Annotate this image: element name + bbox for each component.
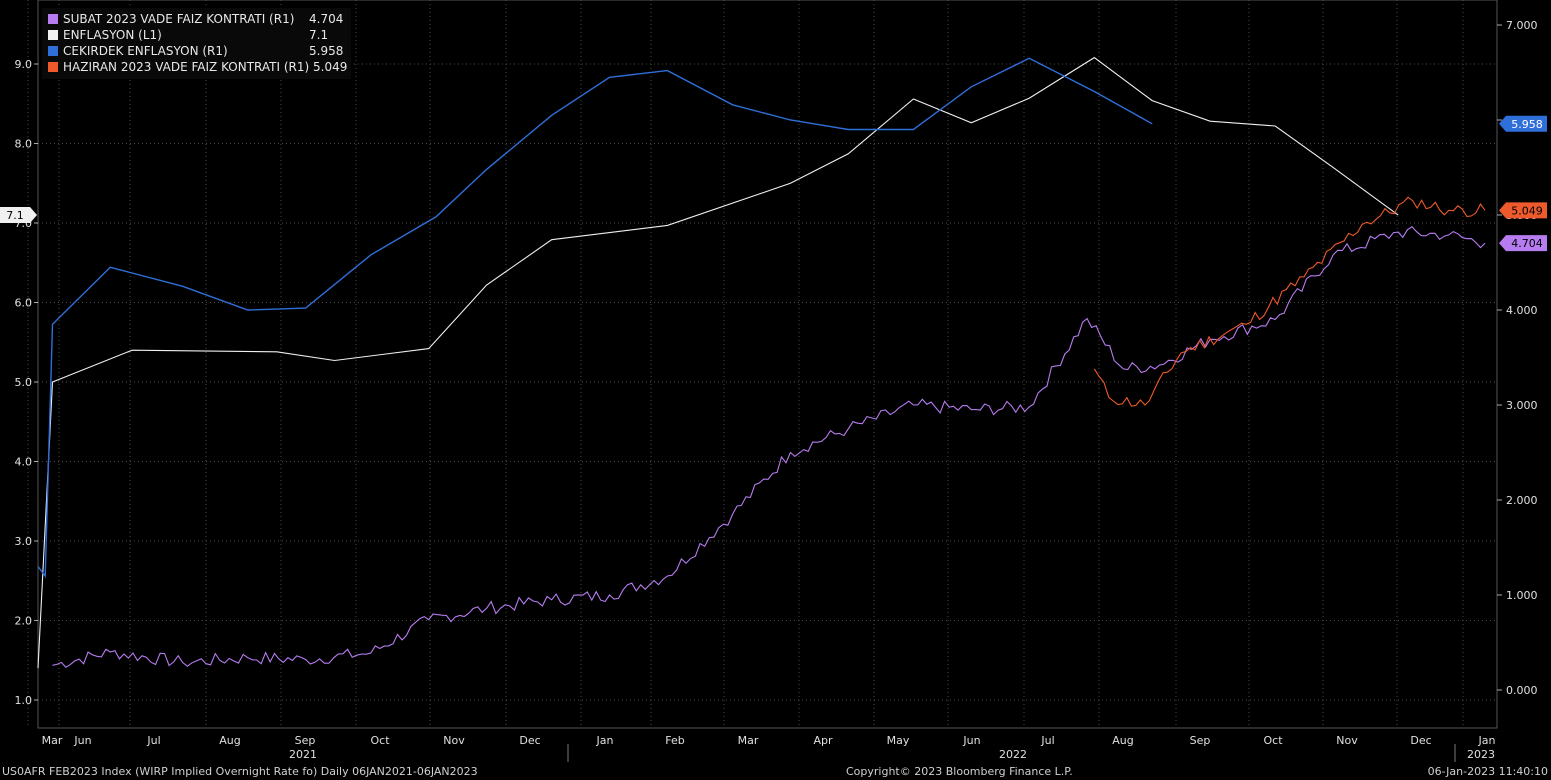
- x-tick-label: Nov: [1336, 734, 1358, 747]
- left-tick-label: 8.0: [15, 138, 33, 151]
- legend-swatch: [48, 62, 58, 72]
- x-tick-label: Oct: [1263, 734, 1283, 747]
- x-tick-label: Jun: [962, 734, 980, 747]
- legend-swatch: [48, 14, 58, 24]
- tag-shape: [0, 207, 37, 224]
- footer: US0AFR FEB2023 Index (WIRP Implied Overn…: [0, 763, 1551, 780]
- legend-label: HAZIRAN 2023 VADE FAIZ KONTRATI (R1) 5.0…: [63, 60, 348, 74]
- last-value-tag-enflasyon: 7.1: [0, 207, 37, 224]
- x-year-label: 2021: [289, 748, 317, 761]
- tag-shape: [1499, 235, 1547, 252]
- tag-label: 7.1: [6, 209, 24, 222]
- cekirdek-enflasyon-line: [37, 57, 1153, 579]
- x-tick-label: Dec: [519, 734, 540, 747]
- x-tick-label: Apr: [813, 734, 833, 747]
- x-tick-label: Jan: [596, 734, 614, 747]
- x-tick-label: Jan: [1478, 734, 1496, 747]
- right-tick-label: 7.000: [1506, 19, 1538, 32]
- left-tick-label: 4.0: [15, 456, 33, 469]
- x-tick-label: Mar: [42, 734, 63, 747]
- right-tick-label: 3.000: [1506, 399, 1538, 412]
- haziran-2023-line: [1093, 196, 1486, 407]
- legend: SUBAT 2023 VADE FAIZ KONTRATI (R1) 4.704…: [42, 8, 352, 79]
- left-tick-label: 1.0: [15, 694, 33, 707]
- enflasyon-line: [37, 56, 1399, 669]
- legend-value: 7.1: [309, 28, 329, 42]
- legend-label: ENFLASYON (L1): [63, 28, 162, 42]
- footer-timestamp: 06-Jan-2023 11:40:10: [1427, 765, 1548, 778]
- right-tick-label: 1.000: [1506, 589, 1538, 602]
- plot-frame: [37, 0, 1498, 729]
- left-tick-label: 2.0: [15, 615, 33, 628]
- legend-item-cekirdek: CEKIRDEK ENFLASYON (R1) 5.958: [48, 43, 343, 59]
- tag-label: 5.049: [1511, 204, 1543, 217]
- last-value-tag-cekirdek: 5.958: [1499, 115, 1547, 132]
- x-tick-label: Jul: [146, 734, 160, 747]
- left-tick-label: 5.0: [15, 376, 33, 389]
- x-tick-label: Aug: [1112, 734, 1133, 747]
- grid: [27, 0, 1497, 728]
- x-tick-label: May: [887, 734, 910, 747]
- x-tick-label: Jul: [1040, 734, 1054, 747]
- left-tick-label: 9.0: [15, 58, 33, 71]
- legend-item-haziran: HAZIRAN 2023 VADE FAIZ KONTRATI (R1) 5.0…: [48, 59, 348, 75]
- x-tick-label: Jun: [73, 734, 91, 747]
- x-year-label: 2023: [1467, 748, 1495, 761]
- x-tick-label: Sep: [295, 734, 316, 747]
- x-tick-label: Sep: [1190, 734, 1211, 747]
- footer-source: US0AFR FEB2023 Index (WIRP Implied Overn…: [2, 765, 478, 778]
- tag-label: 5.958: [1511, 118, 1543, 131]
- x-tick-label: Oct: [370, 734, 390, 747]
- legend-value: 5.958: [309, 44, 344, 58]
- x-tick-label: Aug: [219, 734, 240, 747]
- last-value-tag-haziran: 5.049: [1499, 202, 1547, 219]
- legend-swatch: [48, 46, 58, 56]
- legend-item-enflasyon: ENFLASYON (L1) 7.1: [48, 27, 343, 43]
- x-tick-label: Nov: [443, 734, 465, 747]
- x-tick-label: Dec: [1410, 734, 1431, 747]
- legend-label: SUBAT 2023 VADE FAIZ KONTRATI (R1): [63, 12, 295, 26]
- right-tick-label: 4.000: [1506, 304, 1538, 317]
- legend-swatch: [48, 30, 58, 40]
- x-tick-label: Mar: [738, 734, 759, 747]
- subat-2023-line: [52, 225, 1486, 669]
- last-value-tag-subat: 4.704: [1499, 235, 1547, 252]
- last-value-tags: 7.1 5.958 5.049 4.704: [0, 115, 1547, 252]
- tag-label: 4.704: [1511, 237, 1543, 250]
- tag-shape: [1499, 115, 1547, 132]
- legend-item-subat: SUBAT 2023 VADE FAIZ KONTRATI (R1) 4.704: [48, 11, 343, 27]
- right-tick-label: 0.000: [1506, 684, 1538, 697]
- footer-copyright: Copyright© 2023 Bloomberg Finance L.P.: [846, 765, 1073, 778]
- left-tick-label: 3.0: [15, 535, 33, 548]
- x-tick-label: Feb: [665, 734, 684, 747]
- legend-value: 4.704: [309, 12, 344, 26]
- tag-shape: [1499, 202, 1547, 219]
- left-tick-label: 6.0: [15, 297, 33, 310]
- legend-label: CEKIRDEK ENFLASYON (R1): [63, 44, 228, 58]
- series-lines: [37, 56, 1486, 669]
- right-tick-label: 2.000: [1506, 494, 1538, 507]
- x-year-label: 2022: [999, 748, 1027, 761]
